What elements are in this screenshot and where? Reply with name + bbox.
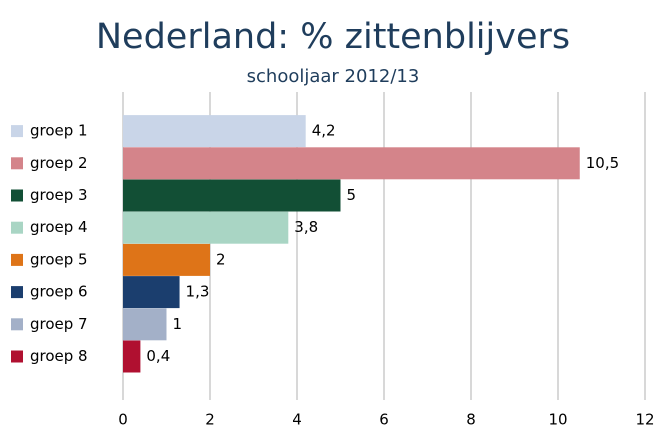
chart-title: Nederland: % zittenblijvers <box>96 17 570 57</box>
bar <box>123 340 141 373</box>
category-label: groep 8 <box>30 347 88 365</box>
x-tick-label: 0 <box>118 411 128 429</box>
value-label: 0,4 <box>146 347 170 365</box>
x-tick-label: 10 <box>548 411 567 429</box>
value-label: 2 <box>216 250 226 268</box>
category-label: groep 7 <box>30 315 88 333</box>
legend-swatch <box>11 350 23 363</box>
value-label: 10,5 <box>586 154 619 172</box>
legend-swatch <box>11 253 23 266</box>
value-label: 1,3 <box>186 283 210 301</box>
category-label: groep 6 <box>30 283 88 301</box>
legend-swatch <box>11 189 23 202</box>
legend-swatch <box>11 318 23 331</box>
category-label: groep 4 <box>30 218 88 236</box>
bar <box>123 179 341 212</box>
bar <box>123 308 167 341</box>
value-label: 5 <box>347 186 357 204</box>
category-label: groep 5 <box>30 250 88 268</box>
chart-subtitle: schooljaar 2012/13 <box>247 66 420 87</box>
legend-swatch <box>11 157 23 170</box>
value-label: 3,8 <box>294 218 318 236</box>
value-label: 1 <box>173 315 183 333</box>
bar <box>123 243 210 276</box>
category-label: groep 2 <box>30 154 88 172</box>
legend-swatch <box>11 125 23 138</box>
category-label: groep 1 <box>30 122 88 140</box>
value-label: 4,2 <box>312 122 336 140</box>
bar <box>123 211 289 244</box>
x-tick-label: 8 <box>466 411 476 429</box>
x-tick-label: 2 <box>205 411 215 429</box>
x-tick-label: 6 <box>379 411 389 429</box>
legend-swatch <box>11 286 23 299</box>
x-tick-label: 4 <box>292 411 302 429</box>
x-tick-label: 12 <box>635 411 654 429</box>
category-label: groep 3 <box>30 186 88 204</box>
legend-swatch <box>11 221 23 234</box>
bar <box>123 147 580 180</box>
bar <box>123 115 306 148</box>
bar <box>123 276 180 309</box>
